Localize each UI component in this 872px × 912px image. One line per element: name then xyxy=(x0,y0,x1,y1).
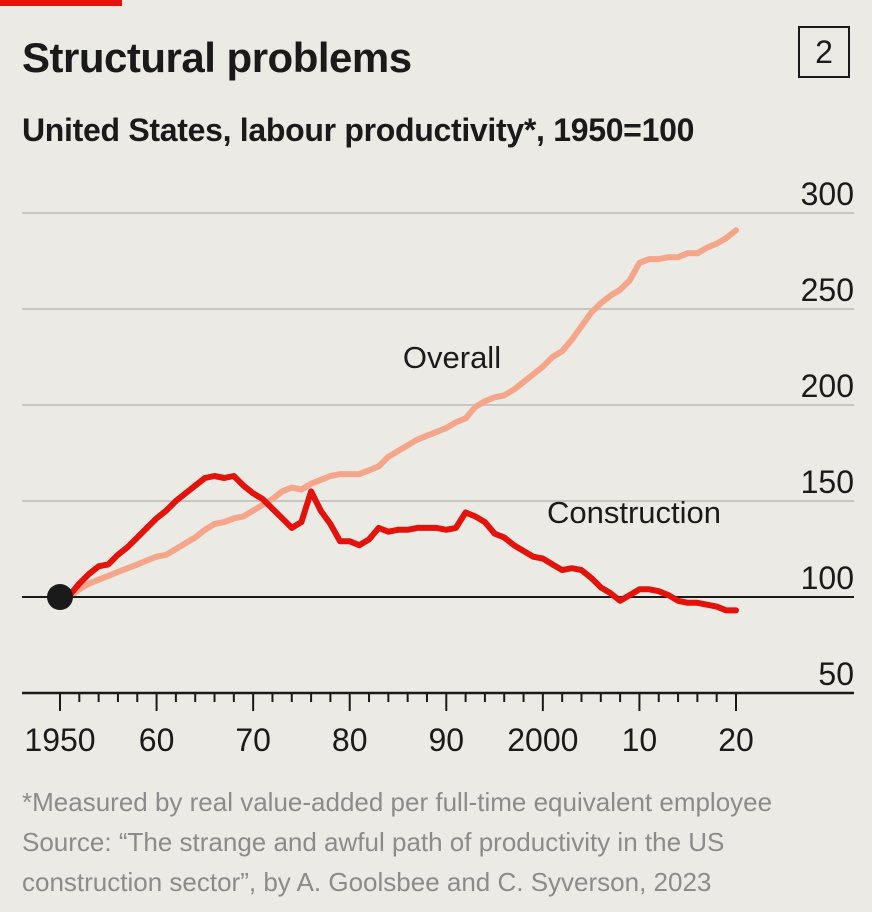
chart-title: Structural problems xyxy=(22,34,412,81)
x-tick-label: 2000 xyxy=(507,722,578,758)
x-axis: 1950 60 70 80 90 2000 10 20 xyxy=(22,691,854,758)
x-tick-label: 60 xyxy=(139,722,175,758)
x-tick-label: 10 xyxy=(622,722,658,758)
source-line-2: construction sector”, by A. Goolsbee and… xyxy=(22,867,712,897)
chart-notes: *Measured by real value-added per full-t… xyxy=(22,782,772,902)
footnote: *Measured by real value-added per full-t… xyxy=(22,787,773,817)
series-annotations: Overall Construction xyxy=(403,340,721,530)
gridlines xyxy=(22,212,854,502)
y-tick-label: 200 xyxy=(801,368,854,404)
x-tick-label: 80 xyxy=(332,722,368,758)
x-tick-label: 20 xyxy=(718,722,754,758)
y-tick-label: 100 xyxy=(801,560,854,596)
series-line-construction xyxy=(57,473,739,614)
y-tick-label: 250 xyxy=(801,272,854,308)
y-axis-labels: 50 100 150 200 250 300 xyxy=(801,176,854,692)
y-tick-label: 150 xyxy=(801,464,854,500)
x-tick-label: 1950 xyxy=(24,722,95,758)
series-line-overall xyxy=(57,227,739,600)
start-marker-dot xyxy=(47,584,73,610)
annotation-construction: Construction xyxy=(547,495,721,530)
source-line-1: Source: “The strange and awful path of p… xyxy=(22,827,725,857)
chart-subtitle: United States, labour productivity*, 195… xyxy=(22,112,695,148)
brand-accent-bar xyxy=(0,0,122,6)
x-tick-label: 70 xyxy=(235,722,271,758)
series-lines xyxy=(22,227,854,614)
y-tick-label: 300 xyxy=(801,176,854,212)
chart-number-badge: 2 xyxy=(798,26,850,78)
x-tick-label: 90 xyxy=(428,722,464,758)
y-tick-label: 50 xyxy=(818,656,854,692)
annotation-overall: Overall xyxy=(403,340,501,375)
